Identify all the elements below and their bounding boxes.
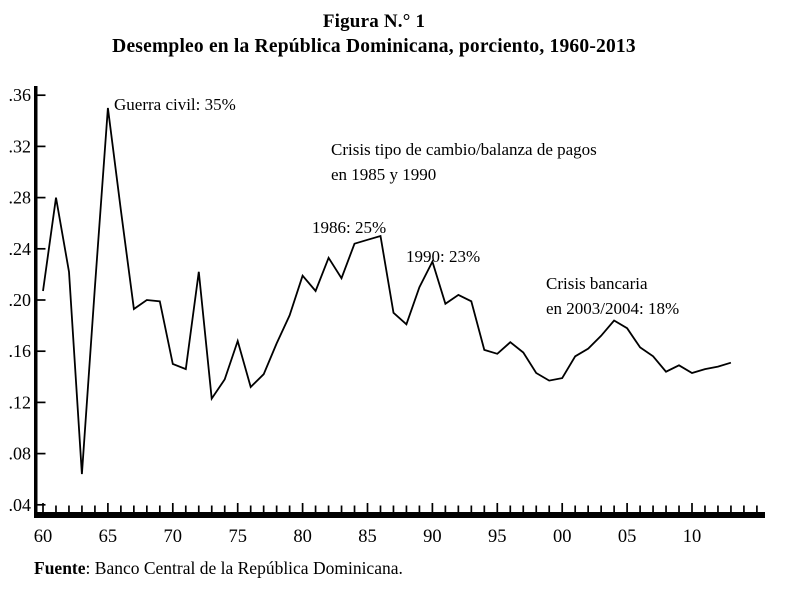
figure-title: Figura N.° 1 [322, 11, 426, 32]
x-axis-tick-label: 60 [34, 527, 53, 547]
unemployment-series-line [42, 107, 732, 475]
annotation-1990-peak: 1990: 23% [406, 244, 480, 269]
annotation-line: en 2003/2004: 18% [546, 299, 680, 318]
annotation-line: 1990: 23% [406, 247, 481, 266]
x-axis-tick-label: 00 [553, 527, 572, 547]
annotation-line: Crisis tipo de cambio/balanza de pagos [331, 140, 597, 159]
y-axis-tick-label: .28 [9, 188, 32, 208]
y-axis-tick-label: .36 [9, 85, 32, 105]
y-axis-tick-label: .20 [9, 290, 32, 310]
annotation-crisis-bancaria: Crisis bancaria en 2003/2004: 18% [546, 271, 679, 321]
y-axis-tick-label: .04 [9, 495, 32, 515]
y-axis-tick-label: .08 [9, 444, 32, 464]
x-axis-tick-label: 85 [358, 527, 377, 547]
annotation-line: 1986: 25% [312, 218, 387, 237]
x-axis-tick-label: 05 [618, 527, 637, 547]
x-axis-tick-label: 95 [488, 527, 507, 547]
figure-subtitle: Desempleo en la República Dominicana, po… [112, 36, 636, 57]
x-axis-tick-label: 80 [293, 527, 312, 547]
annotation-crisis-cambio: Crisis tipo de cambio/balanza de pagos e… [331, 137, 597, 187]
annotation-line: en 1985 y 1990 [331, 165, 437, 184]
y-axis-spine [34, 86, 38, 518]
figure-header: Figura N.° 1 Desempleo en la República D… [0, 9, 748, 59]
annotation-1986-peak: 1986: 25% [312, 215, 386, 240]
source-note: Fuente: Banco Central de la República Do… [34, 557, 403, 579]
x-axis-tick-label: 70 [164, 527, 183, 547]
source-label: Fuente [34, 558, 86, 578]
x-axis-tick-label: 90 [423, 527, 442, 547]
x-axis-tick-label: 10 [683, 527, 702, 547]
y-axis-tick-label: .16 [9, 341, 32, 361]
x-axis-tick-label: 75 [228, 527, 247, 547]
source-text: : Banco Central de la República Dominica… [85, 558, 403, 578]
y-axis-tick-label: .24 [9, 239, 32, 259]
annotation-line: Guerra civil: 35% [114, 95, 236, 114]
y-axis-tick-label: .32 [9, 136, 32, 156]
x-axis-tick-label: 65 [99, 527, 118, 547]
y-axis-tick-label: .12 [9, 392, 32, 412]
x-axis-spine [34, 512, 765, 518]
annotation-guerra-civil: Guerra civil: 35% [114, 92, 236, 117]
annotation-line: Crisis bancaria [546, 274, 648, 293]
